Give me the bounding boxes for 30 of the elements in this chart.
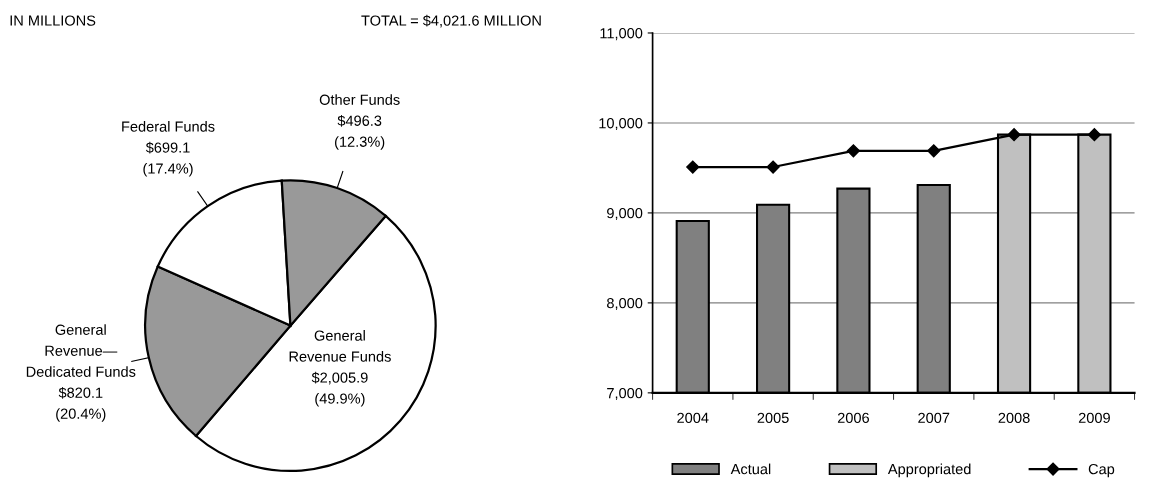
- text: TOTAL = $4,021.6 MILLION: [361, 14, 541, 28]
- y-tick-label: 10,000: [599, 118, 643, 131]
- x-tick-label: 2008: [998, 412, 1030, 424]
- slice-label: Other Funds: [319, 94, 400, 105]
- x-tick-label: 2004: [677, 412, 709, 424]
- point: [686, 160, 700, 174]
- text: IN MILLIONS: [10, 15, 96, 26]
- data-label: $820.1 (20.4%): [56, 386, 106, 422]
- point: [1087, 128, 1101, 142]
- slice-label: General Revenue— Dedicated Funds: [26, 324, 136, 377]
- slice-label: General Revenue Funds: [289, 330, 391, 362]
- point: [1007, 128, 1021, 142]
- legend-label: Cap: [1088, 463, 1115, 478]
- y-tick-label: 8,000: [607, 297, 643, 311]
- x-tick-label: 2005: [757, 412, 789, 424]
- point: [846, 144, 861, 158]
- legend-label: Appropriated: [887, 463, 971, 478]
- data-label: $2,005.9 (49.9%): [311, 371, 368, 407]
- slice-label: Federal Funds: [122, 121, 215, 132]
- x-tick-label: 2006: [837, 412, 869, 424]
- legend-label: Actual: [730, 463, 771, 475]
- point: [766, 160, 780, 174]
- data-label: $496.3 (12.3%): [335, 114, 385, 150]
- y-tick-label: 11,000: [600, 28, 643, 41]
- data-label: $699.1 (17.4%): [143, 141, 193, 177]
- x-tick-label: 2009: [1078, 412, 1110, 424]
- x-tick-label: 2007: [918, 412, 950, 424]
- point: [927, 144, 941, 158]
- y-tick-label: 7,000: [607, 387, 643, 400]
- y-tick-label: 9,000: [607, 208, 643, 221]
